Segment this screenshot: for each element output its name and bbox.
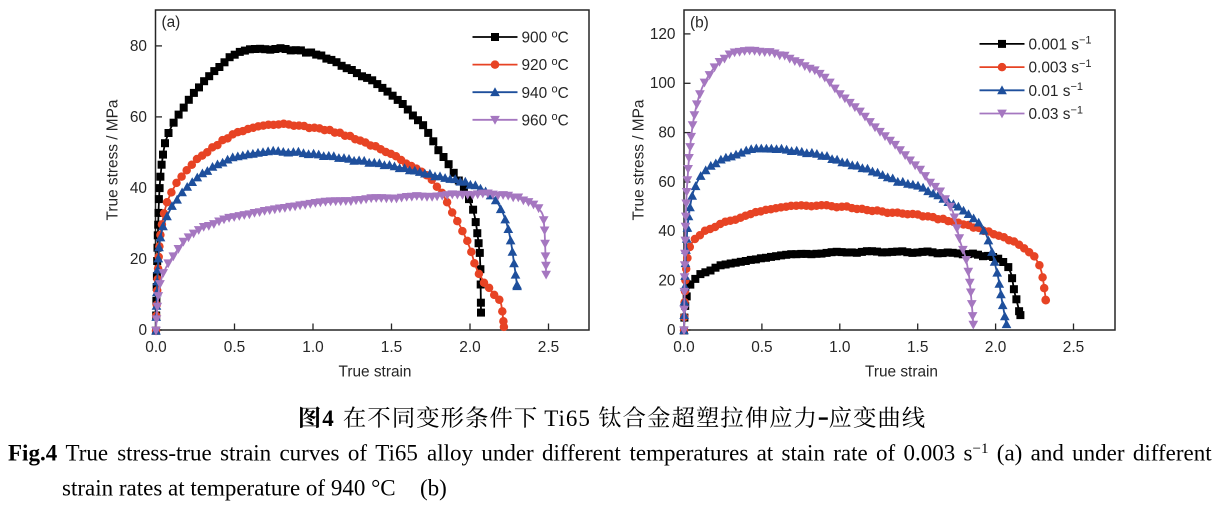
svg-text:1.5: 1.5 <box>381 339 402 356</box>
svg-text:0: 0 <box>138 322 147 339</box>
svg-text:1.5: 1.5 <box>907 339 928 356</box>
svg-text:under: under <box>481 441 534 466</box>
svg-text:1.0: 1.0 <box>302 339 323 356</box>
svg-text:940 oC: 940 oC <box>522 84 569 102</box>
svg-text:Ti65: Ti65 <box>544 406 591 431</box>
svg-text:2.0: 2.0 <box>459 339 480 356</box>
svg-text:under: under <box>1072 441 1125 466</box>
svg-text:0.003 s−1: 0.003 s−1 <box>1029 58 1092 77</box>
svg-text:0: 0 <box>667 322 676 339</box>
svg-text:60: 60 <box>130 109 147 126</box>
svg-text:(a): (a) <box>997 441 1023 466</box>
svg-text:0.003: 0.003 <box>904 441 956 466</box>
svg-text:different: different <box>542 441 621 466</box>
svg-text:920 oC: 920 oC <box>522 56 569 74</box>
svg-text:1.0: 1.0 <box>829 339 850 356</box>
svg-text:40: 40 <box>130 180 147 197</box>
svg-text:0.5: 0.5 <box>224 339 245 356</box>
svg-text:stain: stain <box>782 441 826 466</box>
svg-text:Fig.4: Fig.4 <box>8 441 58 466</box>
svg-text:0.5: 0.5 <box>751 339 772 356</box>
svg-text:960 oC: 960 oC <box>522 111 569 129</box>
svg-text:4: 4 <box>322 406 334 431</box>
svg-text:strain: strain <box>220 441 272 466</box>
svg-text:0.0: 0.0 <box>673 339 694 356</box>
svg-text:20: 20 <box>658 273 675 290</box>
svg-text:60: 60 <box>658 174 675 191</box>
svg-text:stress-true: stress-true <box>117 441 212 466</box>
svg-text:(b): (b) <box>690 15 709 32</box>
svg-text:40: 40 <box>658 223 675 240</box>
svg-text:2.5: 2.5 <box>1063 339 1084 356</box>
svg-text:True stress / MPa: True stress / MPa <box>631 99 648 220</box>
svg-text:0.0: 0.0 <box>145 339 166 356</box>
svg-text:120: 120 <box>650 26 676 43</box>
svg-text:True stress / MPa: True stress / MPa <box>105 99 122 220</box>
svg-text:True: True <box>66 441 109 466</box>
svg-text:Ti65: Ti65 <box>375 441 418 466</box>
svg-text:of: of <box>348 441 368 466</box>
svg-text:alloy: alloy <box>427 441 473 466</box>
svg-text:2.5: 2.5 <box>538 339 559 356</box>
svg-text:temperatures: temperatures <box>630 441 749 466</box>
svg-text:0.001 s−1: 0.001 s−1 <box>1029 35 1092 54</box>
svg-text:(b): (b) <box>420 475 447 500</box>
svg-text:at: at <box>757 441 774 466</box>
svg-text:100: 100 <box>650 75 676 92</box>
svg-text:0.03 s−1: 0.03 s−1 <box>1029 104 1083 123</box>
svg-text:rate: rate <box>833 441 867 466</box>
svg-text:of: of <box>876 441 896 466</box>
svg-text:different: different <box>1133 441 1212 466</box>
svg-text:curves: curves <box>279 441 339 466</box>
svg-text:(a): (a) <box>162 14 181 31</box>
svg-text:80: 80 <box>130 38 147 55</box>
svg-text:and: and <box>1031 441 1065 466</box>
svg-text:0.01 s−1: 0.01 s−1 <box>1029 81 1083 100</box>
svg-text:True strain: True strain <box>339 364 412 381</box>
svg-text:80: 80 <box>658 125 675 142</box>
svg-text:2.0: 2.0 <box>985 339 1006 356</box>
svg-text:True strain: True strain <box>865 364 938 381</box>
svg-text:900 oC: 900 oC <box>522 28 569 46</box>
svg-text:strain rates at temperature of: strain rates at temperature of 940 °C <box>62 475 396 500</box>
svg-text:20: 20 <box>130 251 147 268</box>
